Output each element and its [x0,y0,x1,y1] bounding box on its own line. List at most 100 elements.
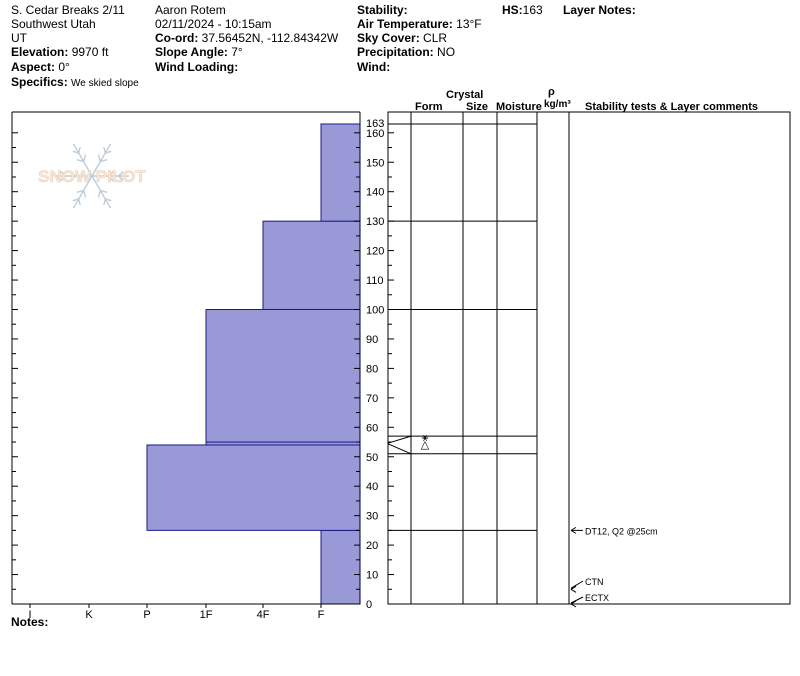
location-name: S. Cedar Breaks 2/11 [11,3,125,17]
precip-label: Precipitation: [357,45,434,59]
snowflake-branch [103,146,106,154]
precipitation: Precipitation: NO [357,45,455,59]
slope-value: 7° [231,45,243,59]
hardness-layers [146,123,361,605]
stability-test-arrowhead [570,526,577,534]
coord-label: Co-ord: [155,31,199,45]
height-tick-label: 130 [366,216,384,228]
height-tick-label: 140 [366,187,384,199]
size-header: Size [466,101,489,113]
snowflake-icon [55,143,129,209]
sky-cover: Sky Cover: CLR [357,31,447,45]
slope-angle: Slope Angle: 7° [155,45,243,59]
stability-comments-header: Stability tests & Layer comments [585,101,759,113]
watermark-text: SNOW PILOT [38,167,146,186]
layer-notes: Layer Notes: [563,3,636,17]
height-tick-label: 160 [366,128,384,140]
snowflake-branch [60,175,66,181]
snowflake-branch [69,170,76,177]
snowflake-branch [100,159,108,163]
stability-label: Stability: [357,3,408,17]
coord-value: 37.56452N, -112.84342W [201,31,339,45]
height-tick-label: 110 [366,275,384,287]
aspect-label: Aspect: [11,60,56,74]
sky-value: CLR [423,31,448,45]
air-temp-label: Air Temperature: [357,17,453,31]
height-tick-label: 60 [366,422,378,434]
snowflake-arm [91,143,112,177]
stability: Stability: [357,3,408,17]
hardness-tick-label: P [143,609,150,621]
hardness-tick-label: F [318,609,325,621]
snowflake-branch [76,189,84,193]
grain-form-symbol: △ [421,438,430,451]
snowflake-branch [97,190,102,198]
crystal-header: Crystal [446,89,484,101]
snowflake-branch [72,150,79,154]
region: Southwest Utah [11,17,96,31]
snowflake-arm [91,175,112,209]
stability-test-label: ECTX [585,593,609,603]
height-tick-label: 0 [366,599,372,611]
snowflake-branch [118,175,124,181]
stability-tests: DT12, Q2 @25cm CTN ECTX [570,526,658,608]
snowflake-branch [105,150,112,154]
snowflake-arm [72,143,93,177]
grid-frame [387,111,791,605]
specifics-label: Specifics: [11,75,68,89]
sky-label: Sky Cover: [357,31,420,45]
precip-value: NO [437,45,456,59]
elevation-value: 9970 ft [71,45,109,59]
snow-height: HS:163 [502,3,543,17]
snowflake-branch [78,146,81,154]
stability-test-arrowhead [570,600,577,608]
hardness-tick-label: 1F [200,609,213,621]
height-tick-label: 100 [366,305,384,317]
notes: Notes: [11,615,48,629]
wind-loading-label: Wind Loading: [155,60,239,74]
height-tick-label: 10 [366,570,378,582]
height-tick-label: 120 [366,246,384,258]
height-tick-label: 50 [366,452,378,464]
snowflake-arm [72,175,93,209]
snowflake-branch [108,175,115,182]
specifics-value: We skied slope [71,78,139,89]
specifics: Specifics: We skied slope [11,75,139,91]
aspect: Aspect: 0° [11,60,70,74]
wind-loading: Wind Loading: [155,60,238,74]
hardness-plot-frame [11,111,361,605]
snowflake-branch [103,198,106,206]
snowpilot-watermark: SNOW PILOT [38,143,147,209]
snowflake-branch [69,175,76,182]
height-tick-label: 150 [366,157,384,169]
layer-grid [387,111,791,605]
height-tick-label: 70 [366,393,378,405]
snowflake-branch [72,198,79,202]
hardness-layer-bar [320,123,361,222]
stability-test-arrowhead [570,585,577,593]
density-unit-header: kg/m³ [544,99,571,110]
air-temp-value: 13°F [456,17,482,31]
snowflake-branch [105,198,112,202]
snowflake-branch [82,154,87,162]
wind-label: Wind: [357,60,391,74]
stability-test-label: DT12, Q2 @25cm [585,526,658,536]
snowflake-branch [97,154,102,162]
hardness-layer-bar [205,309,361,443]
form-header: Form [415,101,443,113]
rho-header: ρ [548,86,555,98]
snowflake-branch [60,171,66,177]
grain-symbols: ⚹△ [421,431,430,451]
coordinates: Co-ord: 37.56452N, -112.84342W [155,31,338,45]
slope-label: Slope Angle: [155,45,228,59]
height-tick-label: 30 [366,511,378,523]
hs-label: HS: [502,3,523,17]
snowflake-branch [76,159,84,163]
layer-connector [387,435,412,444]
hardness-layer-bar [262,220,361,310]
total-height-label: 163 [366,118,384,130]
hs-value: 163 [522,3,543,17]
hardness-tick-label: I [28,609,31,621]
hardness-tick-label: K [85,609,93,621]
hardness-layer-bar [320,529,361,605]
